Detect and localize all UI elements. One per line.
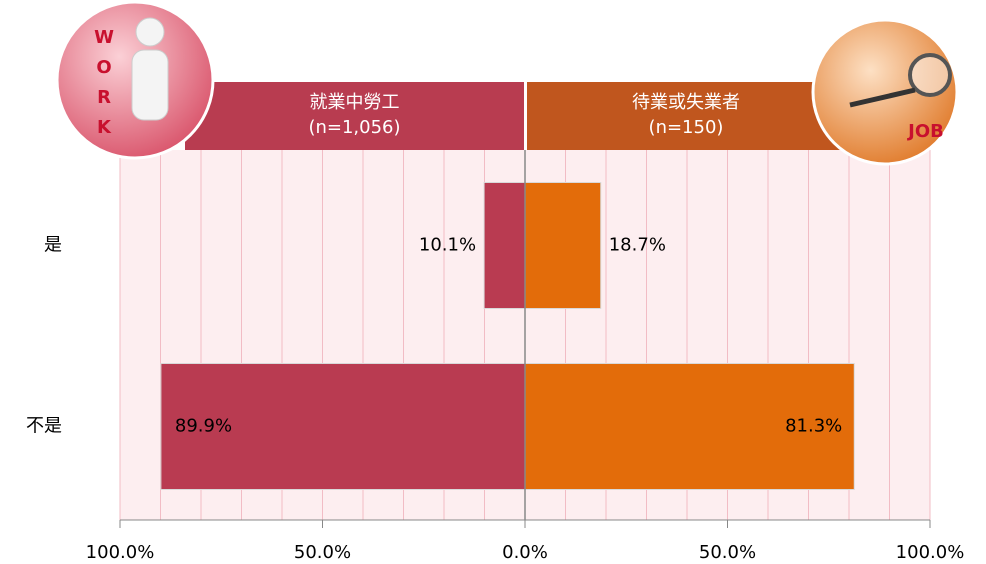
bar [483,182,526,309]
bar [524,363,855,490]
value-label: 81.3% [785,416,842,437]
bar [160,363,526,490]
value-label: 89.9% [175,416,232,437]
category-label: 不是 [26,416,62,437]
x-tick-label: 100.0% [86,542,155,563]
icon-letter: K [97,117,112,138]
x-tick-label: 100.0% [896,542,965,563]
legend-note: (n=1,056) [308,117,400,138]
x-tick-label: 0.0% [502,542,548,563]
magnifier [908,53,952,97]
x-tick-label: 50.0% [699,542,756,563]
figure-head [135,17,165,47]
icon-text: JOB [906,121,944,142]
icon-letter: W [94,27,114,48]
icon-letter: O [96,57,111,78]
legend-name: 待業或失業者 [632,92,740,113]
icon-letter: R [97,87,111,108]
legend-note: (n=150) [649,117,724,138]
value-label: 10.1% [419,235,476,256]
legend-name: 就業中勞工 [310,92,400,113]
series-header [527,82,865,150]
magnifier-handle [849,87,916,108]
bar [524,182,602,309]
figure-body [131,49,169,121]
value-label: 18.7% [609,235,666,256]
category-label: 是 [44,235,62,256]
series-header [185,82,524,150]
x-tick-label: 50.0% [294,542,351,563]
